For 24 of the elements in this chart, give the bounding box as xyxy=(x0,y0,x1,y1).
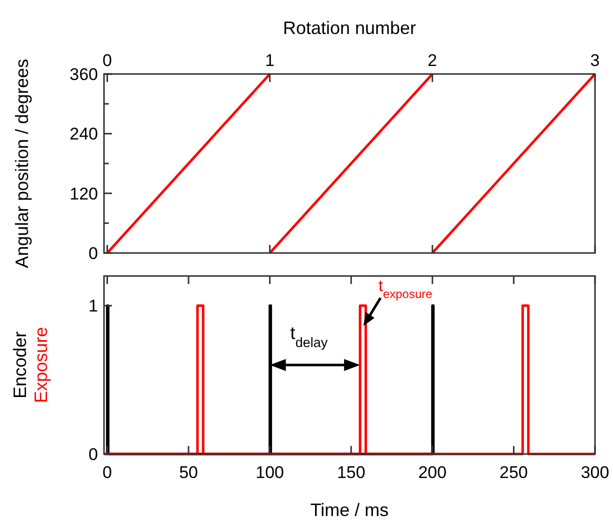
x-tick-label: 1 xyxy=(265,51,275,70)
x-tick-label: 50 xyxy=(179,463,198,482)
x-axis-title: Rotation number xyxy=(282,18,416,38)
y-tick-label: 0 xyxy=(88,444,98,464)
annotation: t$_{delay}$ xyxy=(290,323,328,350)
y-tick-label: 0 xyxy=(88,244,98,263)
x-tick-label: 250 xyxy=(500,463,528,482)
y-tick-label: 360 xyxy=(70,64,98,84)
x-tick-label: 300 xyxy=(580,463,610,482)
x-tick-label: 3 xyxy=(590,51,600,70)
x-tick-label: 150 xyxy=(336,463,366,482)
y-axis-title: Angular position / degrees xyxy=(12,58,32,268)
y-tick-label: 120 xyxy=(70,184,98,204)
y-tick-label: 240 xyxy=(70,124,98,144)
x-tick-label: 2 xyxy=(428,51,438,70)
text: Exposure xyxy=(31,326,51,404)
x-tick-label: 100 xyxy=(256,463,284,482)
x-axis-title: Time / ms xyxy=(310,500,389,520)
annotation: t$_{exposure}$ xyxy=(378,278,433,301)
y-tick-label: 1 xyxy=(88,296,98,316)
x-tick-label: 0 xyxy=(102,463,112,482)
text: Encoder xyxy=(10,331,30,399)
x-tick-label: 200 xyxy=(418,463,447,482)
x-tick-label: 0 xyxy=(102,51,112,70)
